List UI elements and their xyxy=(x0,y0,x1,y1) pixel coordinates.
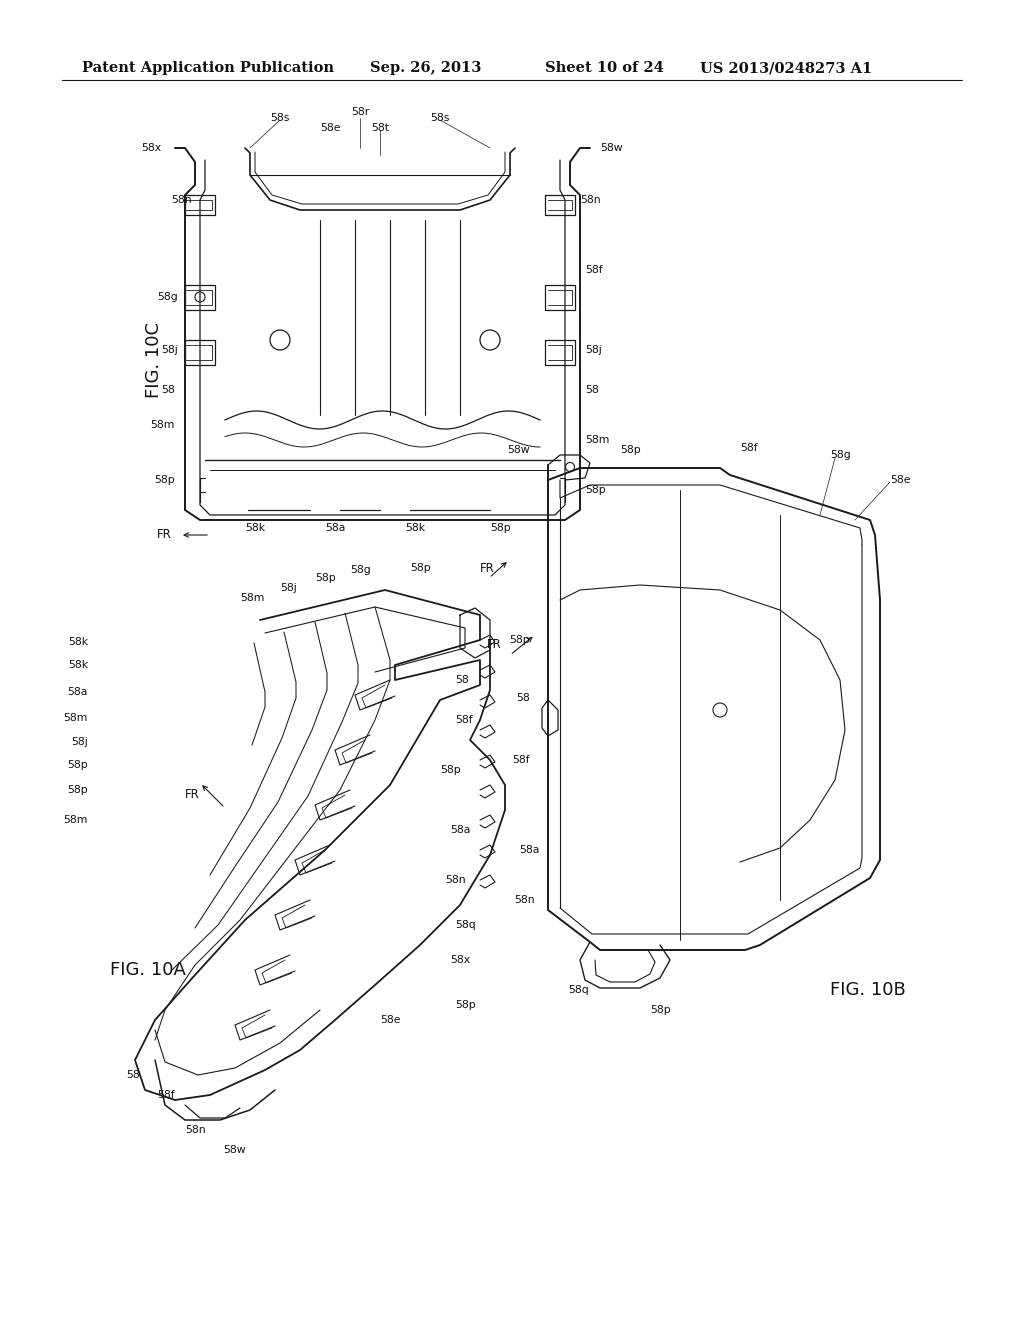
Text: 58: 58 xyxy=(161,385,175,395)
Text: 58s: 58s xyxy=(430,114,450,123)
Text: 58p: 58p xyxy=(620,445,641,455)
Text: 58e: 58e xyxy=(319,123,340,133)
Text: FR: FR xyxy=(185,788,200,801)
Text: 58p: 58p xyxy=(490,523,511,533)
Text: 58p: 58p xyxy=(410,564,431,573)
Text: FR: FR xyxy=(158,528,172,541)
Text: 58m: 58m xyxy=(240,593,264,603)
Text: 58n: 58n xyxy=(171,195,193,205)
Text: 58p: 58p xyxy=(455,1001,476,1010)
Text: 58j: 58j xyxy=(72,737,88,747)
Text: 58g: 58g xyxy=(350,565,371,576)
Text: 58n: 58n xyxy=(580,195,601,205)
Text: 58a: 58a xyxy=(450,825,470,836)
Text: 58j: 58j xyxy=(280,583,297,593)
Text: 58j: 58j xyxy=(585,345,602,355)
Text: FR: FR xyxy=(480,561,495,574)
Text: 58k: 58k xyxy=(68,660,88,671)
Text: 58w: 58w xyxy=(507,445,530,455)
Text: 58p: 58p xyxy=(585,484,606,495)
Text: 58: 58 xyxy=(455,675,469,685)
Text: 58k: 58k xyxy=(68,638,88,647)
Text: US 2013/0248273 A1: US 2013/0248273 A1 xyxy=(700,61,872,75)
Text: 58m: 58m xyxy=(63,814,88,825)
Text: 58q: 58q xyxy=(455,920,476,931)
Text: 58n: 58n xyxy=(445,875,466,884)
Text: 58p: 58p xyxy=(68,760,88,770)
Text: 58: 58 xyxy=(126,1071,140,1080)
Text: FIG. 10B: FIG. 10B xyxy=(830,981,906,999)
Text: 58x: 58x xyxy=(141,143,161,153)
Text: 58t: 58t xyxy=(371,123,389,133)
Text: 58m: 58m xyxy=(585,436,609,445)
Text: 58: 58 xyxy=(585,385,599,395)
Text: 58e: 58e xyxy=(380,1015,400,1026)
Text: 58: 58 xyxy=(516,693,530,704)
Text: 58k: 58k xyxy=(404,523,425,533)
Text: 58f: 58f xyxy=(512,755,530,766)
Text: 58p: 58p xyxy=(315,573,336,583)
Text: FIG. 10C: FIG. 10C xyxy=(145,322,163,399)
Text: 58p: 58p xyxy=(650,1005,671,1015)
Text: 58a: 58a xyxy=(68,686,88,697)
Text: Sep. 26, 2013: Sep. 26, 2013 xyxy=(370,61,481,75)
Text: 58m: 58m xyxy=(63,713,88,723)
Text: 58g: 58g xyxy=(830,450,851,459)
Text: 58p: 58p xyxy=(509,635,530,645)
Text: 58a: 58a xyxy=(519,845,540,855)
Text: 58s: 58s xyxy=(270,114,290,123)
Text: Sheet 10 of 24: Sheet 10 of 24 xyxy=(545,61,664,75)
Text: 58w: 58w xyxy=(600,143,623,153)
Text: 58f: 58f xyxy=(740,444,758,453)
Text: 58f: 58f xyxy=(585,265,603,275)
Text: 58x: 58x xyxy=(450,954,470,965)
Text: 58q: 58q xyxy=(568,985,589,995)
Text: FR: FR xyxy=(487,639,502,652)
Text: 58j: 58j xyxy=(161,345,178,355)
Text: 58w: 58w xyxy=(223,1144,247,1155)
Text: 58n: 58n xyxy=(184,1125,206,1135)
Text: 58p: 58p xyxy=(440,766,461,775)
Text: Patent Application Publication: Patent Application Publication xyxy=(82,61,334,75)
Text: 58r: 58r xyxy=(351,107,369,117)
Text: 58a: 58a xyxy=(325,523,345,533)
Text: 58p: 58p xyxy=(68,785,88,795)
Text: 58k: 58k xyxy=(245,523,265,533)
Text: 58n: 58n xyxy=(514,895,535,906)
Text: 58f: 58f xyxy=(455,715,473,725)
Text: 58g: 58g xyxy=(158,292,178,302)
Text: 58e: 58e xyxy=(890,475,910,484)
Text: FIG. 10A: FIG. 10A xyxy=(110,961,186,979)
Text: 58m: 58m xyxy=(151,420,175,430)
Text: 58f: 58f xyxy=(158,1090,175,1100)
Text: 58p: 58p xyxy=(155,475,175,484)
